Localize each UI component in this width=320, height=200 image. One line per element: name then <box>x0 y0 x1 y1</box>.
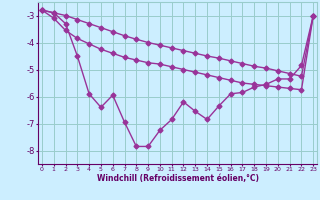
X-axis label: Windchill (Refroidissement éolien,°C): Windchill (Refroidissement éolien,°C) <box>97 174 259 183</box>
